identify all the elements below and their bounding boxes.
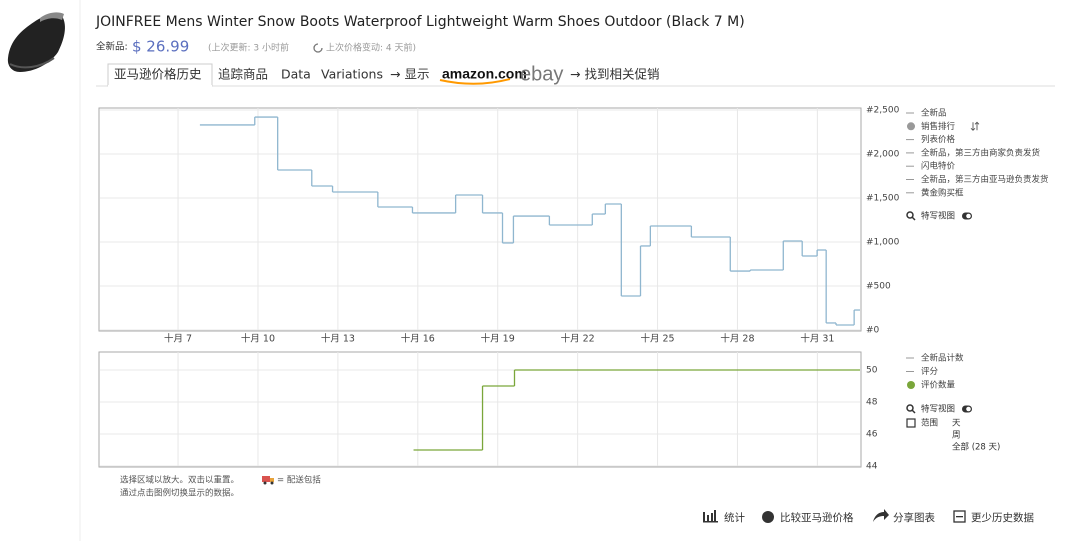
price-label: 全新品:: [96, 41, 128, 53]
legend-label[interactable]: 列表价格: [921, 134, 956, 145]
toolbar-button[interactable]: 统计: [724, 511, 745, 524]
magnifier: [906, 211, 914, 219]
legend-label[interactable]: 全新品，第三方由商家负责发货: [921, 147, 1041, 158]
legend-label[interactable]: 评分: [921, 367, 939, 377]
plot-area: [98, 351, 862, 468]
tab[interactable]: amazon.com: [442, 66, 527, 82]
product-title[interactable]: JOINFREE Mens Winter Snow Boots Waterpro…: [95, 14, 745, 30]
closeup-toggle[interactable]: 特写视图: [921, 404, 955, 415]
x-tick-label: 十月 13: [321, 333, 355, 345]
y-tick-label: #500: [866, 282, 891, 292]
tab[interactable]: ebay: [520, 63, 563, 85]
legend-dot: [907, 122, 915, 131]
y-tick-label: 46: [866, 430, 878, 440]
y-tick-label: #1,000: [866, 238, 900, 248]
toolbar-button[interactable]: 比较亚马逊价格: [780, 511, 854, 524]
closeup-toggle[interactable]: 特写视图: [921, 211, 955, 222]
legend-dot: [907, 381, 915, 389]
x-tick-label: 十月 10: [241, 333, 275, 345]
y-tick-label: 44: [866, 462, 878, 472]
legend-label[interactable]: 闪电特价: [921, 161, 956, 172]
tab[interactable]: Data: [281, 67, 311, 82]
toolbar-button[interactable]: 分享图表: [893, 511, 935, 524]
note: = 配送包括: [277, 475, 321, 486]
x-tick-label: 十月 16: [401, 333, 435, 345]
product-image[interactable]: [7, 12, 65, 72]
tab[interactable]: 亚马逊价格历史: [114, 67, 202, 82]
legend-label[interactable]: 全新品计数: [921, 353, 964, 364]
legend-label[interactable]: 销售排行: [921, 121, 956, 132]
note: 选择区域以放大。双击以重置。: [120, 475, 239, 486]
y-tick-label: #2,000: [866, 150, 900, 160]
toolbar-icons: [703, 509, 966, 523]
y-tick-label: 50: [866, 366, 878, 376]
y-tick-label: 48: [866, 398, 878, 408]
tab[interactable]: 追踪商品: [218, 67, 268, 82]
y-tick-label: #1,500: [866, 194, 900, 204]
magnifier-handle: [911, 409, 916, 414]
refresh-icon: [313, 43, 323, 53]
toggle-knob: [966, 406, 971, 412]
note: 通过点击图例切换显示的数据。: [120, 488, 239, 499]
tab[interactable]: Variations: [321, 67, 383, 82]
toggle-knob: [966, 213, 971, 219]
range-option[interactable]: 天: [952, 419, 961, 429]
update-note: (上次更新: 3 小时前: [208, 42, 289, 54]
legend-label[interactable]: 全新品: [921, 108, 947, 119]
range-label: 范围: [921, 418, 938, 429]
toolbar-button[interactable]: 更少历史数据: [971, 511, 1034, 524]
range-option[interactable]: 周: [952, 431, 961, 441]
magnifier: [906, 404, 914, 412]
x-tick-label: 十月 28: [720, 333, 754, 345]
plot-area: [98, 107, 862, 332]
x-tick-label: 十月 31: [800, 333, 834, 345]
x-tick-label: 十月 25: [640, 333, 674, 345]
range-option[interactable]: 全部 (28 天): [952, 442, 1000, 453]
y-tick-label: #0: [866, 326, 880, 336]
magnifier-handle: [911, 216, 916, 221]
price-change-note: 上次价格变动: 4 天前): [326, 42, 416, 54]
legend-label[interactable]: 评价数量: [921, 380, 956, 391]
x-tick-label: 十月 19: [481, 333, 515, 345]
legend-label[interactable]: 全新品，第三方由亚马逊负责发货: [921, 174, 1049, 185]
legend-label[interactable]: 黄金购买框: [921, 187, 964, 198]
amazon-smile: [439, 78, 511, 85]
tab[interactable]: → 显示: [390, 67, 429, 82]
truck-icon: [262, 476, 274, 485]
x-tick-label: 十月 22: [561, 333, 595, 345]
y-tick-label: #2,500: [866, 106, 900, 116]
calendar-icon: [906, 418, 916, 428]
x-tick-label: 十月 7: [164, 333, 192, 345]
sort-icon: [970, 121, 980, 131]
tab[interactable]: → 找到相关促销: [570, 67, 659, 82]
price: $ 26.99: [132, 38, 189, 56]
